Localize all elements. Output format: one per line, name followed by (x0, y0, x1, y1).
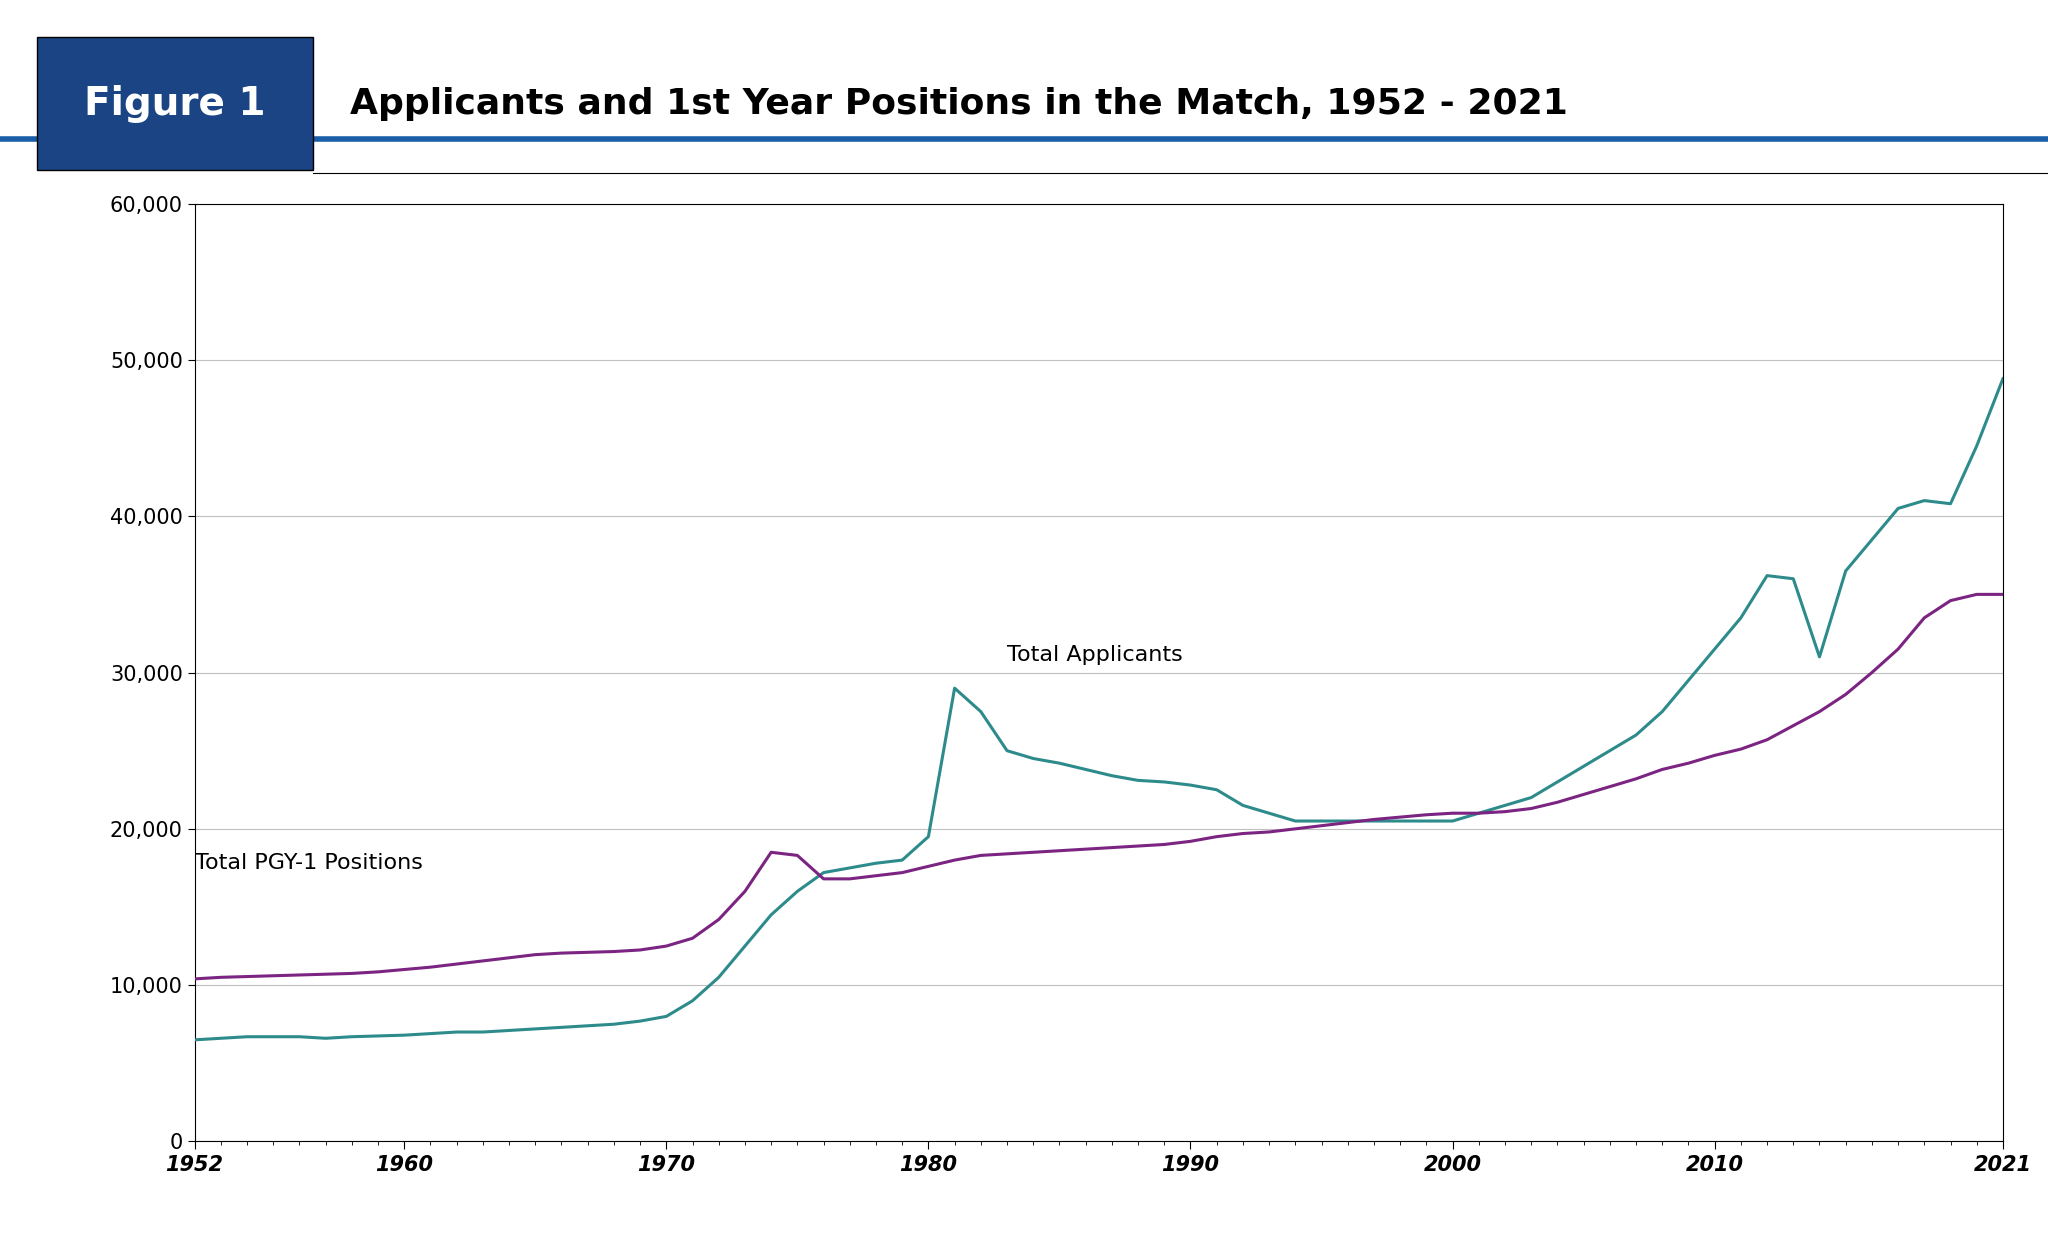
Text: Applicants and 1st Year Positions in the Match, 1952 - 2021: Applicants and 1st Year Positions in the… (350, 86, 1569, 121)
Text: Total Applicants: Total Applicants (1008, 644, 1184, 665)
Text: Figure 1: Figure 1 (84, 85, 266, 122)
Text: Total PGY-1 Positions: Total PGY-1 Positions (195, 853, 422, 874)
